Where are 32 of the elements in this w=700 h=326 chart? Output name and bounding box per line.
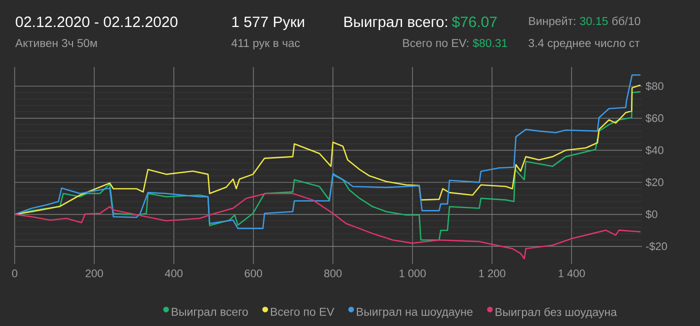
x-tick-label: 600: [244, 270, 262, 278]
y-tick-label: $80: [646, 82, 664, 91]
text: $76.07: [452, 16, 497, 28]
text: Всего по EV:: [403, 39, 468, 48]
line-series: [14, 74, 642, 230]
x-tick-label: 1 400: [558, 270, 585, 278]
text: 3.4 среднее число ст: [528, 38, 640, 50]
y-tick-label: $40: [646, 146, 664, 155]
text: Выиграл всего:: [344, 16, 447, 30]
legend-label: Всего по EV: [270, 308, 334, 316]
text: 411 рук в час: [231, 39, 300, 50]
x-tick-label: 0: [12, 270, 18, 278]
x-tick-label: 200: [86, 270, 103, 278]
y-tick-label: $60: [646, 114, 664, 123]
line-series: [14, 192, 642, 260]
legend-label: Выиграл на шоудауне: [356, 308, 473, 318]
chart-title: 02.12.2020 - 02.12.2020: [16, 16, 178, 28]
x-tick-label: 1 200: [479, 270, 506, 278]
text: $80.31: [472, 38, 508, 48]
text: Винрейт:: [529, 16, 576, 28]
text: бб/10: [612, 16, 640, 26]
chart-subtitle: Активен 3ч 50м: [15, 38, 97, 48]
legend-label: Выиграл всего: [172, 308, 248, 318]
y-tick-label: -$20: [646, 242, 668, 251]
x-tick-label: 400: [164, 270, 183, 278]
x-tick-label: 800: [324, 270, 342, 278]
legend-label: Выиграл без шоудауна: [496, 308, 617, 318]
text: 1 577 Руки: [232, 16, 304, 30]
y-tick-label: $20: [646, 178, 664, 187]
x-tick-label: 1 000: [400, 270, 426, 278]
text: 30.15: [580, 16, 608, 26]
y-tick-label: $0: [646, 210, 658, 219]
